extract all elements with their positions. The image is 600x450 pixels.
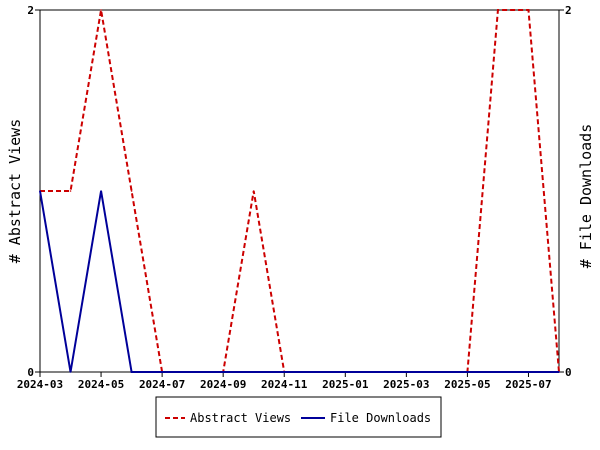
x-tick-label: 2024-11	[261, 378, 308, 391]
data-point-file-downloads	[527, 371, 530, 373]
legend-box	[155, 396, 442, 438]
data-point-file-downloads	[69, 371, 72, 373]
x-tick-label: 2024-07	[139, 378, 185, 391]
data-point-file-downloads	[100, 190, 102, 192]
data-point-file-downloads	[252, 371, 255, 373]
data-point-file-downloads	[405, 371, 408, 373]
x-tick-label: 2025-07	[505, 378, 551, 391]
x-tick-label: 2024-03	[17, 378, 63, 391]
data-point-file-downloads	[161, 371, 163, 373]
data-point-abstract-views	[527, 9, 530, 11]
x-tick-label: 2024-09	[200, 378, 246, 391]
data-point-file-downloads	[497, 371, 499, 373]
y-tick-label-right: 0	[565, 366, 572, 379]
data-point-abstract-views	[130, 190, 133, 192]
data-point-file-downloads	[344, 371, 347, 373]
data-point-file-downloads	[283, 371, 286, 373]
data-point-file-downloads	[130, 371, 133, 373]
data-point-abstract-views	[252, 190, 255, 192]
data-point-file-downloads	[466, 371, 469, 373]
data-point-abstract-views	[100, 9, 102, 11]
x-tick-label: 2025-05	[444, 378, 490, 391]
legend: Abstract Views File Downloads	[155, 396, 442, 438]
data-point-abstract-views	[69, 190, 72, 192]
y-tick-label-left: 2	[27, 4, 34, 17]
data-point-file-downloads	[558, 371, 560, 373]
series-lines	[39, 9, 560, 373]
x-axis-ticks: 2024-03 2024-05 2024-07 2024-09 2024-11 2025-…	[17, 372, 552, 391]
y-tick-label-left: 0	[27, 366, 34, 379]
data-point-file-downloads	[39, 190, 41, 192]
data-point-file-downloads	[375, 371, 377, 373]
x-tick-label: 2024-05	[78, 378, 124, 391]
data-point-file-downloads	[222, 371, 224, 373]
data-point-file-downloads	[313, 371, 316, 373]
y-axis-ticks: 0 2 0 2	[27, 4, 571, 379]
legend-label-file-downloads: File Downloads	[330, 411, 431, 425]
y-axis-title-left: # Abstract Views	[6, 119, 24, 264]
data-point-abstract-views	[497, 9, 499, 11]
plot-area	[39, 9, 560, 373]
data-point-file-downloads	[191, 371, 194, 373]
x-tick-label: 2025-03	[383, 378, 429, 391]
series-line-file-downloads	[39, 190, 559, 373]
data-point-file-downloads	[436, 371, 438, 373]
legend-label-abstract-views: Abstract Views	[190, 411, 291, 425]
x-tick-label: 2025-01	[322, 378, 369, 391]
y-axis-title-right: # File Downloads	[577, 124, 595, 269]
y-tick-label-right: 2	[565, 4, 572, 17]
